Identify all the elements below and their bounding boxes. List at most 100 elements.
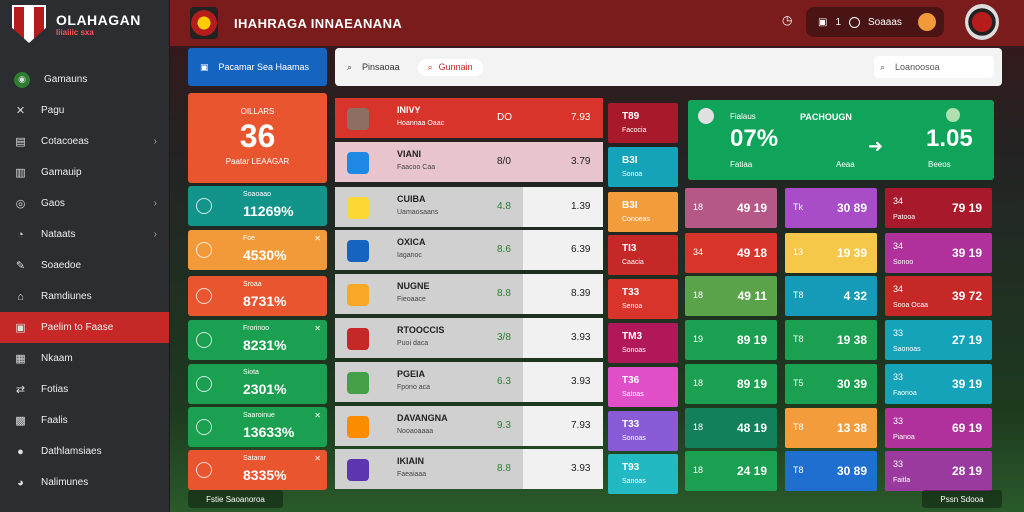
stat-card[interactable]: Satarar 8335% ✕ [188,450,327,490]
close-icon[interactable]: ✕ [314,411,321,420]
clock-icon[interactable]: ◷ [782,13,793,27]
account-pill[interactable]: ▣ 1 Soaaas [806,7,944,37]
sidebar-item-5[interactable]: ◔ Nataats › [0,219,169,250]
odds-cell[interactable]: 18 89 19 [685,364,777,404]
sidebar-item-1[interactable]: ✕ Pagu [0,95,169,126]
close-icon[interactable]: ✕ [314,324,321,333]
odds-tile[interactable]: B3I Sonoa [608,147,678,187]
sidebar-item-10[interactable]: ⇄ Fotias [0,374,169,405]
odds-cell[interactable]: 19 89 19 [685,320,777,360]
odds-tile[interactable]: T93 Sanoas [608,454,678,494]
sidebar-item-3[interactable]: ▥ Gamauip [0,157,169,188]
table-row[interactable]: VIANI Faacoo Caa 8/0 3.79 [335,142,603,182]
odds-cell[interactable]: 33 39 19 Faonoa [885,364,992,404]
table-row[interactable]: OXICA Iaganoc 8.6 6.39 [335,230,603,270]
odds-tile[interactable]: B3I Conoeas [608,192,678,232]
odds-home[interactable]: 8.8 [497,288,511,299]
odds-home[interactable]: 8.6 [497,244,511,255]
search-input[interactable]: ⌕ Loanoosoa [874,56,994,78]
primary-action-button[interactable]: ▣ Pacamar Sea Haamas [188,48,327,86]
search-icon[interactable]: ⌕ [347,61,353,72]
sidebar-item-8[interactable]: ▣ Paelim to Faase [0,312,169,343]
avatar[interactable] [917,13,936,31]
headline-score-card[interactable]: OILLARS 36 Paatar LEAAGAR [188,93,327,183]
footer-right-button[interactable]: Pssn Sdooa [922,490,1002,508]
sidebar-item-11[interactable]: ▩ Faalis [0,405,169,436]
stat-card[interactable]: Foe 4530% ✕ [188,230,327,270]
notifications-icon[interactable]: ▣ [818,16,828,28]
odds-tile[interactable]: TM3 Sonoas [608,323,678,363]
chevron-right-icon[interactable]: › [153,136,157,147]
footer-left-button[interactable]: Fstie Saoanoroa [188,490,283,508]
featured-match-card[interactable]: Fialaus 07% Fatiaa PACHOUGN ➜ Aeaa 1.05 … [688,100,994,180]
odds-cell[interactable]: Tk 30 89 [785,188,877,228]
table-row[interactable]: INIVY Hoannaa Oaac DO 7.93 [335,98,603,138]
close-icon[interactable]: ✕ [314,454,321,463]
stat-card[interactable]: Saaroinue 13633% ✕ [188,407,327,447]
odds-home[interactable]: 9.3 [497,420,511,431]
odds-cell[interactable]: 33 27 19 Saonoas [885,320,992,360]
team-name: NUGNE [397,281,430,291]
table-row[interactable]: IKIAIN Faeaiaaa 8.8 3.93 [335,449,603,489]
odds-home[interactable]: 4.8 [497,201,511,212]
odds-cell[interactable]: T8 4 32 [785,276,877,316]
stat-card[interactable]: Siota 2301% [188,364,327,404]
odds-home[interactable]: DO [497,112,512,123]
odds-cell[interactable]: T8 13 38 [785,408,877,448]
stat-card[interactable]: Frorinoo 8231% ✕ [188,320,327,360]
chevron-right-icon[interactable]: › [153,229,157,240]
odds-cell[interactable]: 18 24 19 [685,451,777,491]
odds-cell[interactable]: 18 48 19 [685,408,777,448]
odds-tile[interactable]: T33 Senoa [608,279,678,319]
odds-home[interactable]: 6.3 [497,376,511,387]
odds-away[interactable]: 1.39 [571,201,591,212]
odds-away[interactable]: 8.39 [571,288,591,299]
close-icon[interactable]: ✕ [314,234,321,243]
odds-away[interactable]: 6.39 [571,244,591,255]
odds-cell[interactable]: 13 19 39 [785,233,877,273]
odds-cell[interactable]: 34 49 18 [685,233,777,273]
odds-cell[interactable]: 18 49 11 [685,276,777,316]
odds-tile[interactable]: T33 Sonoas [608,411,678,451]
odds-home[interactable]: 8/0 [497,156,511,167]
sidebar-item-13[interactable]: ◕ Nalimunes [0,467,169,498]
odds-home[interactable]: 3/8 [497,332,511,343]
odds-tile[interactable]: TI3 Caacia [608,235,678,275]
odds-cell[interactable]: 18 49 19 [685,188,777,228]
odds-tile[interactable]: T36 Satoas [608,367,678,407]
odds-cell[interactable]: T8 30 89 [785,451,877,491]
stat-card[interactable]: Soaoaao 11269% [188,186,327,226]
sidebar-item-4[interactable]: ◎ Gaos › [0,188,169,219]
filter-chip[interactable]: ⌕ Gunnain [417,58,483,76]
odds-cell[interactable]: 34 39 72 Sooa Ocaa [885,276,992,316]
odds-away[interactable]: 7.93 [571,420,591,431]
sidebar-item-0[interactable]: ◉ Gamauns [0,64,169,95]
stat-card[interactable]: Sroaa 8731% [188,276,327,316]
odds-cell[interactable]: 33 28 19 Faitla [885,451,992,491]
sidebar-item-12[interactable]: ● Dathlamsiaes [0,436,169,467]
odds-away[interactable]: 7.93 [571,112,591,123]
sidebar-item-6[interactable]: ✎ Soaedoe [0,250,169,281]
table-row[interactable]: DAVANGNA Nooaoaaaa 9.3 7.93 [335,406,603,446]
odds-cell[interactable]: T5 30 39 [785,364,877,404]
odds-cell[interactable]: T8 19 38 [785,320,877,360]
table-row[interactable]: PGEIA Fpono aca 6.3 3.93 [335,362,603,402]
odds-home[interactable]: 8.8 [497,463,511,474]
odds-cell[interactable]: 33 69 19 Pianoa [885,408,992,448]
table-row[interactable]: NUGNE Fieoaace 8.8 8.39 [335,274,603,314]
search-label[interactable]: Pinsaoaa [362,62,400,72]
sidebar-item-7[interactable]: ⌂ Ramdiunes [0,281,169,312]
club-badge-icon[interactable] [965,4,999,40]
sidebar-item-9[interactable]: ▦ Nkaam [0,343,169,374]
sidebar-item-2[interactable]: ▤ Cotacoeas › [0,126,169,157]
odds-tile[interactable]: T89 Facocia [608,103,678,143]
odds-away[interactable]: 3.93 [571,376,591,387]
odds-away[interactable]: 3.93 [571,463,591,474]
odds-cell[interactable]: 34 39 19 Sonoo [885,233,992,273]
odds-cell[interactable]: 34 79 19 Patooa [885,188,992,228]
table-row[interactable]: CUIBA Uamaosaans 4.8 1.39 [335,187,603,227]
chevron-right-icon[interactable]: › [153,198,157,209]
odds-away[interactable]: 3.93 [571,332,591,343]
odds-away[interactable]: 3.79 [571,156,591,167]
table-row[interactable]: RTOOCCIS Puoi daca 3/8 3.93 [335,318,603,358]
